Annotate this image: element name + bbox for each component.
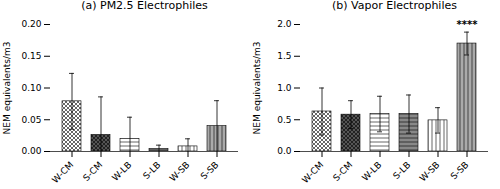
svg-text:W-LB: W-LB [110,160,133,183]
svg-text:S-SB: S-SB [199,160,221,182]
svg-text:0.00: 0.00 [21,146,41,156]
svg-text:****: **** [457,19,479,30]
svg-text:0.10: 0.10 [21,83,41,93]
svg-text:(b) Vapor Electrophiles: (b) Vapor Electrophiles [332,0,457,12]
svg-text:W-SB: W-SB [418,160,442,184]
svg-text:(a) PM2.5 Electrophiles: (a) PM2.5 Electrophiles [81,0,208,12]
svg-text:W-CM: W-CM [300,160,325,185]
svg-text:2.0: 2.0 [277,19,292,29]
svg-text:W-LB: W-LB [360,160,383,183]
svg-text:W-SB: W-SB [168,160,192,184]
svg-text:W-CM: W-CM [50,160,75,185]
svg-text:NEM equivalents/m3: NEM equivalents/m3 [252,42,262,135]
svg-text:S-SB: S-SB [449,160,471,182]
svg-text:S-CM: S-CM [81,160,104,183]
svg-text:S-LB: S-LB [391,160,412,181]
svg-text:0.15: 0.15 [21,51,41,61]
svg-text:S-CM: S-CM [331,160,354,183]
svg-text:0.20: 0.20 [21,19,41,29]
svg-text:0.05: 0.05 [21,115,41,125]
svg-text:1.5: 1.5 [277,51,291,61]
svg-text:0.0: 0.0 [277,146,292,156]
svg-text:1.0: 1.0 [277,83,292,93]
svg-text:0.5: 0.5 [277,115,291,125]
svg-text:NEM equivalents/m3: NEM equivalents/m3 [2,42,12,135]
svg-text:S-LB: S-LB [141,160,162,181]
